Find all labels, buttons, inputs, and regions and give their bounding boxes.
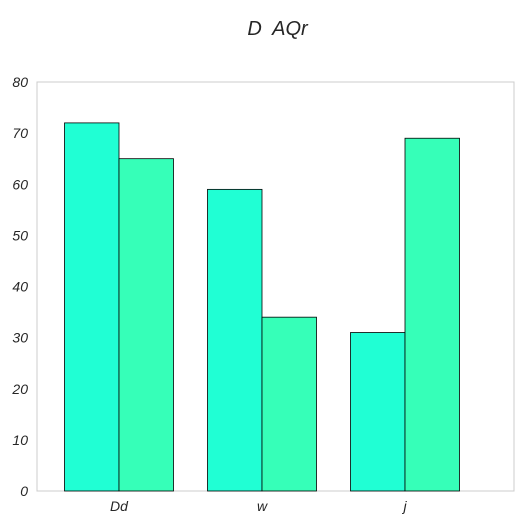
y-tick-label: 70	[12, 125, 28, 141]
y-tick-label: 20	[11, 381, 28, 397]
bar-w-series-2	[261, 316, 317, 492]
bar-Dd-series-2	[118, 158, 174, 492]
bar-j-series-1	[350, 332, 406, 492]
bar-Dd-series-1	[64, 122, 120, 492]
bar-j-series-2	[404, 137, 460, 492]
y-tick-label: 40	[12, 279, 28, 295]
y-tick-label: 60	[12, 176, 28, 192]
chart-title: D AQr	[247, 18, 308, 40]
y-tick-label: 30	[12, 330, 28, 346]
y-tick-label: 80	[12, 74, 28, 90]
y-tick-label: 10	[12, 432, 28, 448]
x-tick-label: w	[257, 498, 268, 514]
bar-w-series-1	[207, 188, 263, 492]
y-tick-label: 50	[12, 227, 28, 243]
y-tick-label: 0	[20, 483, 28, 499]
x-tick-label: j	[401, 498, 407, 514]
x-tick-label: Dd	[110, 498, 129, 514]
